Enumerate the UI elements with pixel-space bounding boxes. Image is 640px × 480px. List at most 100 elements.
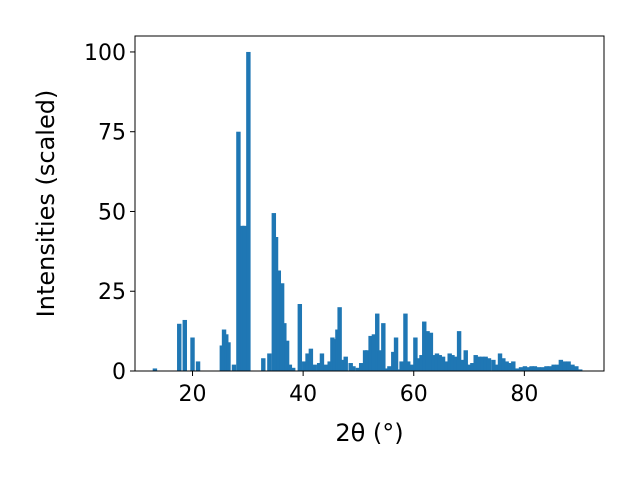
- bar: [494, 364, 499, 371]
- bar: [387, 366, 392, 371]
- bar: [337, 307, 342, 371]
- bar: [460, 359, 465, 371]
- bar: [290, 367, 296, 371]
- bar: [348, 363, 353, 371]
- bar: [574, 366, 579, 371]
- bar: [511, 361, 516, 371]
- bar: [399, 361, 404, 371]
- y-tick-label: 50: [98, 200, 126, 225]
- bar: [182, 319, 187, 371]
- bar: [396, 369, 402, 371]
- bar: [340, 359, 346, 371]
- bar: [422, 321, 427, 371]
- bar: [501, 358, 506, 371]
- bar: [518, 367, 524, 371]
- bar: [393, 337, 399, 371]
- bar: [466, 364, 472, 371]
- bar: [497, 353, 503, 371]
- bar: [476, 356, 482, 371]
- bar: [419, 355, 424, 371]
- bar: [391, 351, 396, 371]
- bar: [532, 366, 538, 371]
- bar: [547, 366, 553, 371]
- bar: [246, 51, 251, 371]
- bar: [540, 367, 545, 371]
- bar: [377, 350, 383, 371]
- y-axis-label: Intensities (scaled): [32, 90, 60, 318]
- bar: [431, 355, 436, 371]
- bar: [282, 323, 287, 371]
- y-tick-label: 100: [84, 41, 126, 66]
- plot-frame: [134, 35, 605, 372]
- bar: [287, 364, 293, 371]
- bar: [242, 225, 247, 371]
- bar: [558, 359, 564, 371]
- x-tick-label: 40: [289, 382, 317, 407]
- bar: [578, 369, 583, 371]
- bar: [440, 356, 446, 371]
- bar: [305, 353, 310, 371]
- bar: [514, 368, 520, 371]
- bar: [428, 332, 434, 371]
- bar: [279, 283, 285, 371]
- bar: [456, 331, 462, 371]
- bar: [480, 356, 485, 371]
- bar: [308, 348, 314, 371]
- bar: [195, 361, 201, 371]
- bar: [351, 366, 356, 371]
- bar: [267, 353, 272, 371]
- bar: [368, 335, 373, 371]
- bar: [312, 364, 317, 371]
- bar: [551, 364, 556, 371]
- bar: [273, 237, 279, 371]
- bar: [375, 313, 380, 371]
- bar: [371, 334, 377, 371]
- x-axis-ticks: 20 40 60 80: [179, 371, 538, 407]
- bar: [343, 356, 348, 371]
- bar: [236, 131, 241, 371]
- bar: [403, 313, 408, 371]
- bar: [444, 361, 449, 371]
- y-tick-label: 75: [98, 121, 126, 146]
- bar: [383, 368, 389, 371]
- bar: [470, 363, 475, 371]
- bar: [504, 361, 509, 371]
- bar: [355, 367, 361, 371]
- bar: [330, 337, 335, 371]
- bar: [231, 364, 237, 371]
- bar: [491, 359, 496, 371]
- x-tick-label: 20: [179, 382, 207, 407]
- bar: [415, 358, 421, 371]
- bar: [562, 361, 567, 371]
- y-tick-label: 25: [98, 280, 126, 305]
- x-tick-label: 80: [510, 382, 538, 407]
- x-axis-label: 2θ (°): [335, 419, 403, 447]
- bar: [529, 366, 534, 371]
- bar: [425, 331, 430, 371]
- bar: [190, 337, 195, 371]
- bar: [152, 368, 158, 371]
- bar: [526, 367, 531, 371]
- bar: [536, 367, 541, 371]
- bar: [297, 304, 303, 371]
- bar: [434, 353, 440, 371]
- bars-group: [152, 51, 583, 371]
- bar: [453, 356, 458, 371]
- bar: [276, 270, 282, 371]
- bar: [447, 353, 452, 371]
- bar: [302, 361, 307, 371]
- bar: [284, 340, 290, 371]
- bar: [177, 323, 182, 371]
- bar: [319, 353, 325, 371]
- bar: [381, 323, 386, 371]
- bar: [226, 342, 231, 371]
- bar: [570, 364, 575, 371]
- bar: [463, 350, 468, 371]
- x-tick-label: 60: [400, 382, 428, 407]
- bar: [486, 358, 492, 371]
- bar: [406, 361, 411, 371]
- bar: [413, 337, 418, 371]
- bar: [327, 361, 332, 371]
- bar: [544, 366, 549, 371]
